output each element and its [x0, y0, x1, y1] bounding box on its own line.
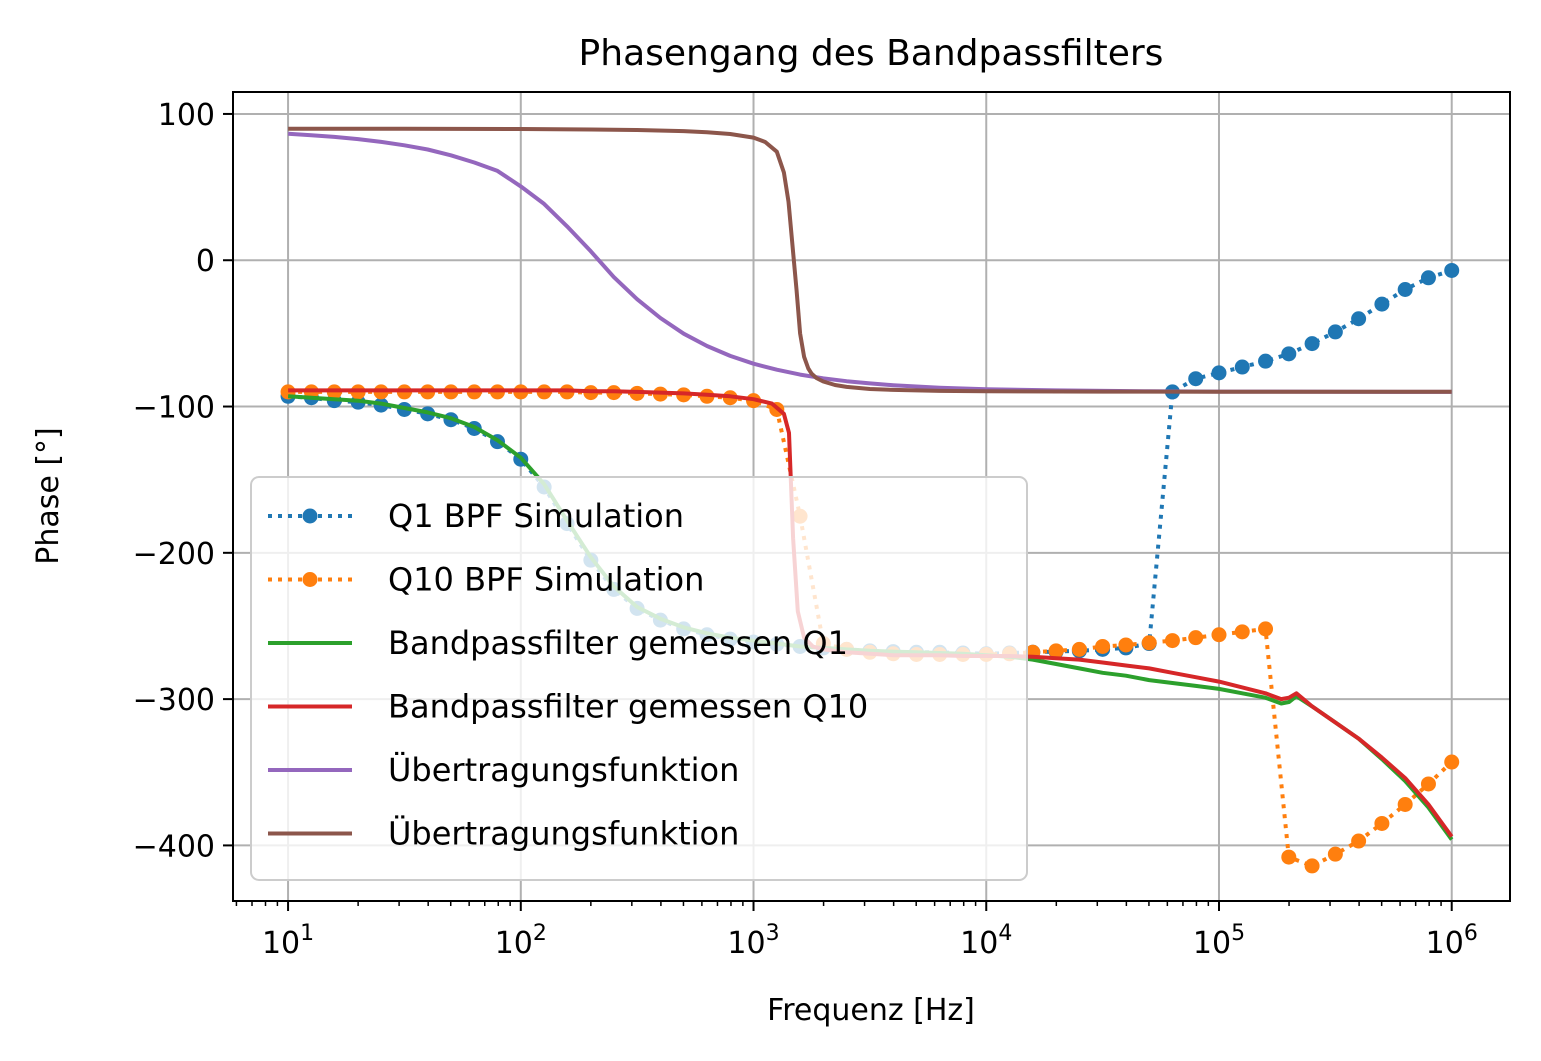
legend-entry-label: Übertragungsfunktion: [388, 751, 739, 789]
series-2-point: [1211, 627, 1227, 643]
x-tick-label: 105: [1193, 921, 1245, 961]
series-1-point: [1397, 281, 1413, 297]
series-2-point: [1444, 754, 1460, 770]
series-2-point: [1281, 849, 1297, 865]
x-tick-exponent: 1: [300, 921, 314, 946]
series-2-point: [1188, 630, 1204, 646]
series-1-point: [1327, 324, 1343, 340]
series-2-point: [1420, 776, 1436, 792]
series-1-point: [1304, 336, 1320, 352]
y-tick-label: −100: [133, 391, 215, 426]
series-2-point: [1234, 624, 1250, 640]
legend-entry-label: Bandpassfilter gemessen Q1: [388, 624, 848, 662]
y-tick-label: 100: [158, 98, 215, 133]
x-tick-base: 10: [495, 926, 533, 961]
series-2-point: [1397, 796, 1413, 812]
x-tick-base: 10: [1193, 926, 1231, 961]
x-tick-base: 10: [960, 926, 998, 961]
y-tick-label: −300: [133, 683, 215, 718]
y-tick-label: 0: [196, 244, 215, 279]
x-tick-label: 106: [1426, 921, 1478, 961]
x-tick-label: 104: [960, 921, 1012, 961]
legend-entry-label: Bandpassfilter gemessen Q10: [388, 688, 868, 726]
plot-frame: [232, 91, 1511, 902]
x-tick-base: 10: [262, 926, 300, 961]
x-tick-base: 10: [727, 926, 765, 961]
y-tick-label: −400: [133, 829, 215, 864]
series-2-point: [1304, 858, 1320, 874]
x-tick-exponent: 6: [1464, 921, 1478, 946]
series-2-point: [1374, 815, 1390, 831]
y-tick-label: −200: [133, 537, 215, 572]
series-1-point: [1188, 371, 1204, 387]
series-2-point: [1048, 643, 1064, 659]
series-line-5: [287, 131, 1452, 394]
series-1-point: [1420, 270, 1436, 286]
series-2-point: [1118, 637, 1134, 653]
series-2-point: [1327, 846, 1343, 862]
series-1-point: [1281, 346, 1297, 362]
legend-marker: [302, 572, 318, 587]
x-tick-base: 10: [1426, 926, 1464, 961]
series-1-point: [1234, 359, 1250, 375]
x-tick-label: 103: [727, 921, 779, 961]
legend-entry-label: Q1 BPF Simulation: [388, 497, 684, 535]
y-axis-label: Phase [°]: [31, 427, 66, 565]
series-2-point: [1164, 633, 1180, 649]
legend-marker: [302, 508, 318, 524]
x-tick-exponent: 5: [1231, 921, 1245, 946]
series-2-point: [1071, 641, 1087, 657]
x-axis-label: Frequenz [Hz]: [767, 993, 975, 1028]
series-2-point: [1095, 638, 1111, 654]
x-tick-label: 102: [495, 921, 547, 961]
legend-entry-label: Q10 BPF Simulation: [388, 561, 704, 599]
legend: Q1 BPF Simulation Q10 BPF Simulation Bandp…: [250, 476, 1028, 881]
series-2-point: [1258, 621, 1274, 637]
x-tick-exponent: 2: [533, 921, 547, 946]
series-1-point: [1374, 296, 1390, 312]
series-2-point: [1351, 833, 1367, 849]
series-2-point: [1141, 635, 1157, 651]
series-1-point: [1444, 262, 1460, 278]
x-tick-exponent: 4: [998, 921, 1012, 946]
series-1-point: [1258, 353, 1274, 369]
legend-box: [250, 476, 1028, 881]
series-1-point: [1211, 365, 1227, 381]
chart-title: Phasengang des Bandpassfilters: [579, 33, 1164, 74]
x-tick-exponent: 3: [766, 921, 780, 946]
x-tick-label: 101: [262, 921, 314, 961]
series-line-6: [288, 126, 1452, 394]
legend-entry-label: Übertragungsfunktion: [388, 815, 739, 853]
series-1-point: [1351, 311, 1367, 327]
